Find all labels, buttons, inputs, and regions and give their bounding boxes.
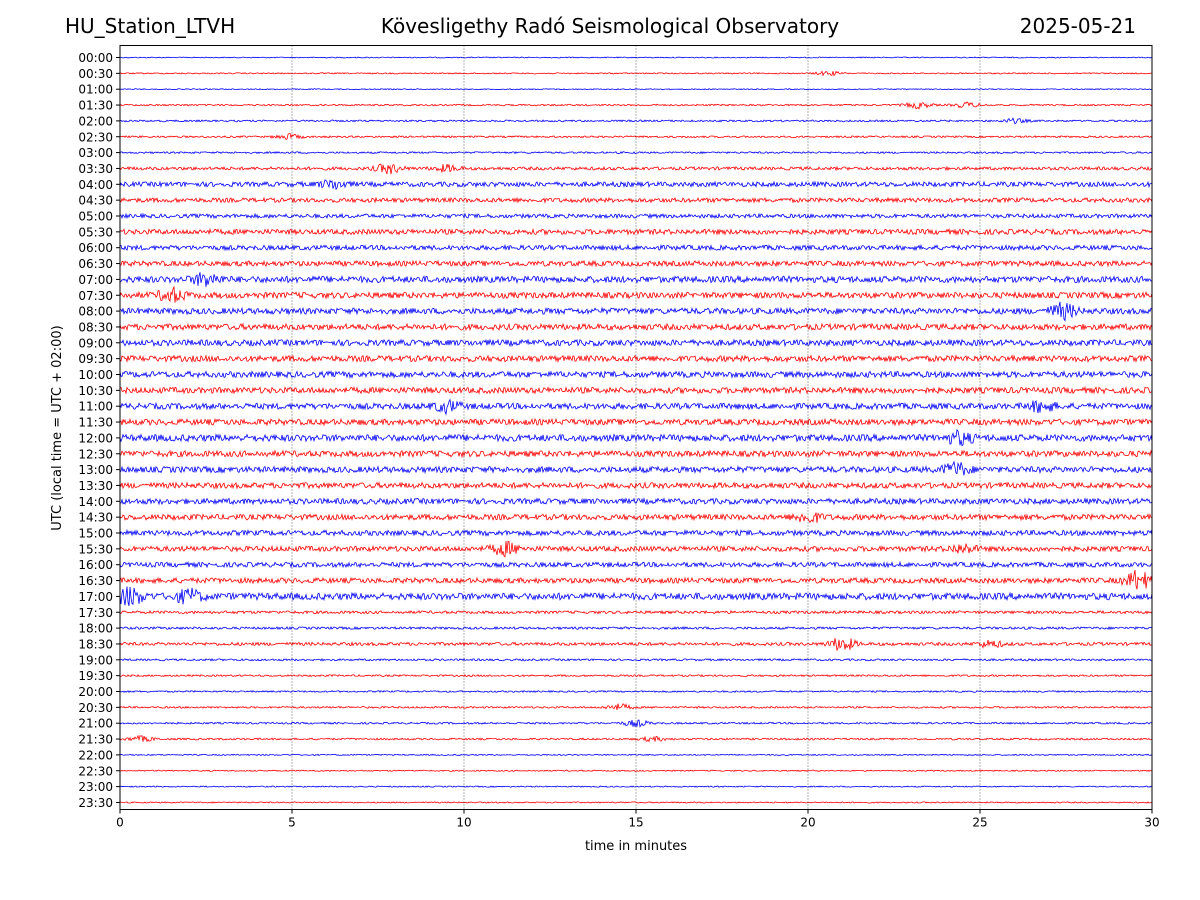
y-tick-label: 05:30 [78, 225, 113, 239]
y-tick-label: 03:30 [78, 162, 113, 176]
y-tick-label: 02:30 [78, 130, 113, 144]
y-tick-label: 21:00 [78, 717, 113, 731]
y-tick-label: 02:00 [78, 114, 113, 128]
trace-0900 [119, 338, 1153, 348]
trace-1800 [119, 626, 1153, 631]
y-axis-label: UTC (local time = UTC + 02:00) [50, 325, 65, 530]
trace-2230 [119, 769, 1153, 772]
y-tick-label: 10:00 [78, 368, 113, 382]
trace-2200 [119, 753, 1153, 757]
y-tick-label: 09:00 [78, 336, 113, 350]
y-tick-label: 15:00 [78, 527, 113, 541]
x-tick-label: 20 [800, 816, 815, 830]
y-tick-label: 06:00 [78, 241, 113, 255]
x-tick-label: 30 [1144, 816, 1159, 830]
y-tick-label: 03:00 [78, 146, 113, 160]
y-tick-label: 22:00 [78, 748, 113, 762]
y-tick-label: 00:00 [78, 51, 113, 65]
y-tick-label: 12:30 [78, 447, 113, 461]
x-tick-label: 15 [628, 816, 643, 830]
trace-2030 [119, 703, 1153, 711]
y-tick-label: 23:00 [78, 780, 113, 794]
y-tick-label: 15:30 [78, 542, 113, 556]
trace-0330 [119, 163, 1153, 175]
y-tick-label: 06:30 [78, 257, 113, 271]
y-tick-label: 21:30 [78, 733, 113, 747]
y-tick-label: 10:30 [78, 384, 113, 398]
y-tick-label: 14:30 [78, 511, 113, 525]
x-tick-label: 10 [456, 816, 471, 830]
trace-0930 [119, 354, 1153, 364]
y-tick-label: 01:00 [78, 83, 113, 97]
y-tick-label: 08:30 [78, 320, 113, 334]
trace-1130 [119, 417, 1153, 427]
y-tick-label: 14:00 [78, 495, 113, 509]
y-tick-label: 20:00 [78, 685, 113, 699]
trace-0100 [119, 88, 1153, 91]
y-tick-label: 19:30 [78, 669, 113, 683]
y-tick-label: 19:00 [78, 653, 113, 667]
trace-0500 [119, 212, 1153, 220]
y-tick-label: 04:00 [78, 178, 113, 192]
y-tick-label: 08:00 [78, 305, 113, 319]
y-tick-label: 09:30 [78, 352, 113, 366]
y-tick-label: 17:00 [78, 590, 113, 604]
trace-1230 [119, 449, 1153, 459]
trace-1200 [119, 428, 1153, 447]
x-axis-label: time in minutes [585, 839, 687, 854]
y-tick-label: 23:30 [78, 796, 113, 810]
chart-date: 2025-05-21 [1019, 14, 1136, 38]
trace-1730 [119, 609, 1153, 615]
x-tick-label: 5 [288, 816, 296, 830]
y-tick-label: 16:00 [78, 558, 113, 572]
y-tick-label: 18:00 [78, 622, 113, 636]
y-tick-label: 11:00 [78, 400, 113, 414]
y-tick-label: 17:30 [78, 606, 113, 620]
y-tick-label: 20:30 [78, 701, 113, 715]
x-tick-label: 25 [972, 816, 987, 830]
trace-1000 [119, 370, 1153, 379]
trace-1700 [119, 586, 1153, 606]
trace-0300 [119, 150, 1153, 155]
y-tick-label: 13:00 [78, 463, 113, 477]
y-tick-label: 22:30 [78, 764, 113, 778]
y-tick-label: 18:30 [78, 637, 113, 651]
station-name: HU_Station_LTVH [65, 14, 236, 38]
x-axis: 0 5 10 15 20 25 30 [116, 809, 1160, 830]
y-tick-label: 12:00 [78, 431, 113, 445]
y-tick-label: 13:30 [78, 479, 113, 493]
y-tick-label: 00:30 [78, 67, 113, 81]
y-tick-label: 04:30 [78, 194, 113, 208]
y-tick-label: 05:00 [78, 210, 113, 224]
trace-1300 [119, 460, 1153, 476]
trace-0530 [119, 227, 1153, 236]
trace-1500 [119, 528, 1153, 537]
y-tick-label: 07:00 [78, 273, 113, 287]
y-tick-label: 16:30 [78, 574, 113, 588]
grid-lines [291, 45, 981, 810]
y-tick-label: 11:30 [78, 416, 113, 430]
x-tick-label: 0 [116, 816, 124, 830]
chart-title: Kövesligethy Radó Seismological Observat… [380, 14, 840, 38]
trace-1900 [119, 657, 1153, 662]
trace-0700 [119, 272, 1153, 287]
y-tick-label: 07:30 [78, 289, 113, 303]
y-tick-label: 01:30 [78, 99, 113, 113]
trace-0800 [119, 301, 1153, 322]
trace-0600 [119, 243, 1153, 252]
